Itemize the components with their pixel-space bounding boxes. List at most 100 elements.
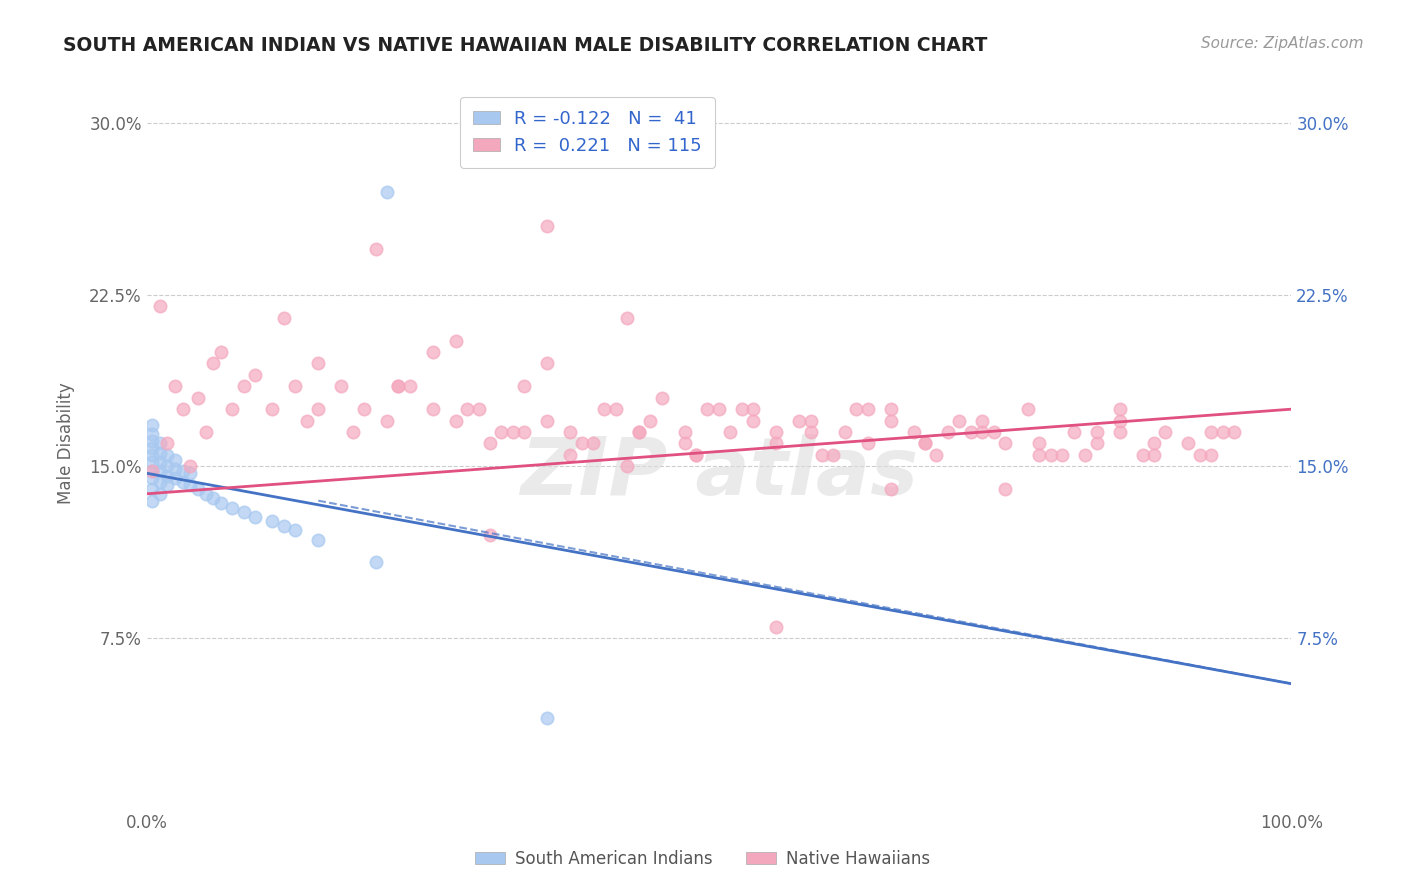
Point: [983, 425, 1005, 439]
Point: [1017, 402, 1039, 417]
Point: [141, 441, 163, 455]
Point: [187, 391, 209, 405]
Text: ZIP atlas: ZIP atlas: [520, 434, 918, 512]
Point: [502, 425, 524, 439]
Point: [187, 482, 209, 496]
Point: [307, 402, 329, 417]
Point: [685, 448, 707, 462]
Point: [994, 436, 1017, 450]
Point: [141, 427, 163, 442]
Point: [491, 425, 513, 439]
Point: [245, 368, 267, 382]
Y-axis label: Male Disability: Male Disability: [58, 383, 75, 504]
Point: [375, 414, 398, 428]
Legend: South American Indians, Native Hawaiians: South American Indians, Native Hawaiians: [468, 844, 938, 875]
Point: [811, 448, 834, 462]
Point: [879, 482, 901, 496]
Point: [141, 482, 163, 496]
Point: [742, 414, 765, 428]
Point: [673, 436, 696, 450]
Point: [172, 402, 194, 417]
Legend: R = -0.122   N =  41, R =  0.221   N = 115: R = -0.122 N = 41, R = 0.221 N = 115: [460, 97, 714, 168]
Point: [787, 414, 810, 428]
Point: [149, 299, 172, 313]
Point: [1063, 425, 1085, 439]
Point: [627, 425, 650, 439]
Point: [972, 425, 994, 439]
Point: [444, 414, 467, 428]
Point: [165, 471, 187, 485]
Point: [149, 464, 172, 478]
Point: [478, 436, 501, 450]
Point: [616, 459, 638, 474]
Point: [141, 455, 163, 469]
Point: [536, 356, 558, 370]
Point: [307, 533, 329, 547]
Point: [651, 391, 673, 405]
Point: [149, 455, 172, 469]
Point: [765, 436, 787, 450]
Point: [156, 477, 179, 491]
Point: [1223, 425, 1246, 439]
Point: [1028, 448, 1050, 462]
Point: [201, 356, 224, 370]
Point: [627, 425, 650, 439]
Point: [994, 482, 1017, 496]
Point: [638, 414, 661, 428]
Point: [823, 448, 845, 462]
Point: [156, 448, 179, 462]
Point: [1039, 448, 1062, 462]
Point: [845, 402, 868, 417]
Point: [141, 464, 163, 478]
Point: [149, 487, 172, 501]
Point: [273, 310, 295, 325]
Point: [972, 414, 994, 428]
Point: [948, 414, 970, 428]
Point: [156, 459, 179, 474]
Point: [295, 414, 318, 428]
Point: [1212, 425, 1234, 439]
Point: [375, 185, 398, 199]
Point: [605, 402, 627, 417]
Point: [221, 500, 243, 515]
Point: [156, 468, 179, 483]
Text: SOUTH AMERICAN INDIAN VS NATIVE HAWAIIAN MALE DISABILITY CORRELATION CHART: SOUTH AMERICAN INDIAN VS NATIVE HAWAIIAN…: [63, 36, 987, 54]
Point: [172, 475, 194, 490]
Point: [1108, 414, 1130, 428]
Point: [330, 379, 353, 393]
Point: [1143, 448, 1166, 462]
Point: [879, 402, 901, 417]
Point: [456, 402, 478, 417]
Point: [536, 414, 558, 428]
Point: [914, 436, 936, 450]
Point: [536, 219, 558, 234]
Point: [353, 402, 375, 417]
Point: [141, 471, 163, 485]
Point: [856, 436, 879, 450]
Point: [284, 379, 307, 393]
Point: [284, 524, 307, 538]
Point: [1188, 448, 1211, 462]
Point: [1199, 425, 1222, 439]
Point: [141, 448, 163, 462]
Point: [616, 310, 638, 325]
Point: [141, 434, 163, 449]
Point: [571, 436, 593, 450]
Point: [262, 514, 284, 528]
Point: [1154, 425, 1177, 439]
Point: [925, 448, 948, 462]
Point: [914, 436, 936, 450]
Text: Source: ZipAtlas.com: Source: ZipAtlas.com: [1201, 36, 1364, 51]
Point: [444, 334, 467, 348]
Point: [262, 402, 284, 417]
Point: [536, 711, 558, 725]
Point: [364, 242, 387, 256]
Point: [731, 402, 754, 417]
Point: [513, 425, 536, 439]
Point: [221, 402, 243, 417]
Point: [558, 425, 581, 439]
Point: [856, 402, 879, 417]
Point: [1132, 448, 1154, 462]
Point: [232, 505, 254, 519]
Point: [593, 402, 616, 417]
